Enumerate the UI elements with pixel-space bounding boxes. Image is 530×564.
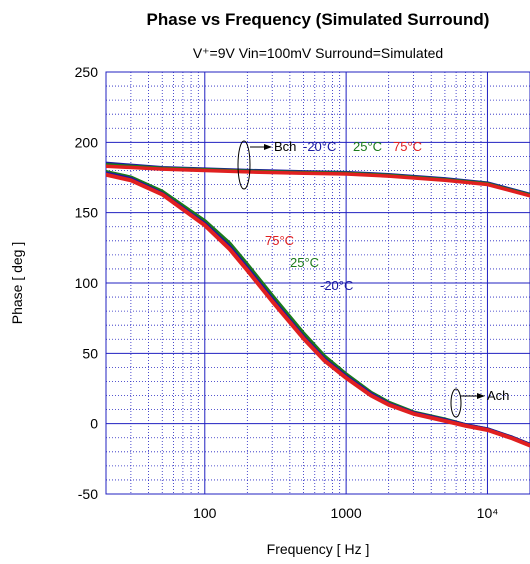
bch-label: Bch — [274, 139, 296, 154]
ach-temp-25: 25°C — [290, 255, 319, 270]
ach-temp-75: 75°C — [265, 233, 294, 248]
y-tick-label: 50 — [82, 345, 98, 361]
x-tick-label: 10⁴ — [477, 505, 499, 521]
plot-grid — [106, 72, 530, 494]
series-line-ach-20-c — [106, 173, 530, 445]
y-tick-label: 200 — [75, 134, 99, 150]
ach-annotation: Ach — [451, 388, 509, 417]
ach-temp-minus20: -20°C — [320, 278, 353, 293]
x-axis-label: Frequency [ Hz ] — [267, 541, 370, 557]
chart-title: Phase vs Frequency (Simulated Surround) — [147, 10, 490, 29]
x-tick-label: 1000 — [331, 505, 362, 521]
bch-annotation: Bch -20°C 25°C 75°C — [238, 139, 422, 189]
bch-bracket-ellipse — [238, 141, 250, 189]
ach-temperature-labels: 75°C 25°C -20°C — [265, 233, 353, 293]
y-tick-label: 0 — [90, 416, 98, 432]
y-tick-label: 100 — [75, 275, 99, 291]
bch-temp-minus20: -20°C — [303, 139, 336, 154]
series-line-ach-75-c — [106, 175, 530, 446]
bch-temp-25: 25°C — [353, 139, 382, 154]
chart-subtitle: V⁺=9V Vin=100mV Surround=Simulated — [193, 45, 443, 61]
y-axis-label: Phase [ deg ] — [9, 242, 25, 325]
y-tick-label: 250 — [75, 64, 99, 80]
bch-temp-75: 75°C — [393, 139, 422, 154]
tick-labels: -50 0 50 100 150 200 250 100 1000 10⁴ — [75, 64, 499, 521]
x-tick-label: 100 — [193, 505, 217, 521]
ach-label: Ach — [487, 388, 509, 403]
y-tick-label: 150 — [75, 205, 99, 221]
y-tick-label: -50 — [78, 486, 98, 502]
series-layer — [106, 163, 530, 445]
